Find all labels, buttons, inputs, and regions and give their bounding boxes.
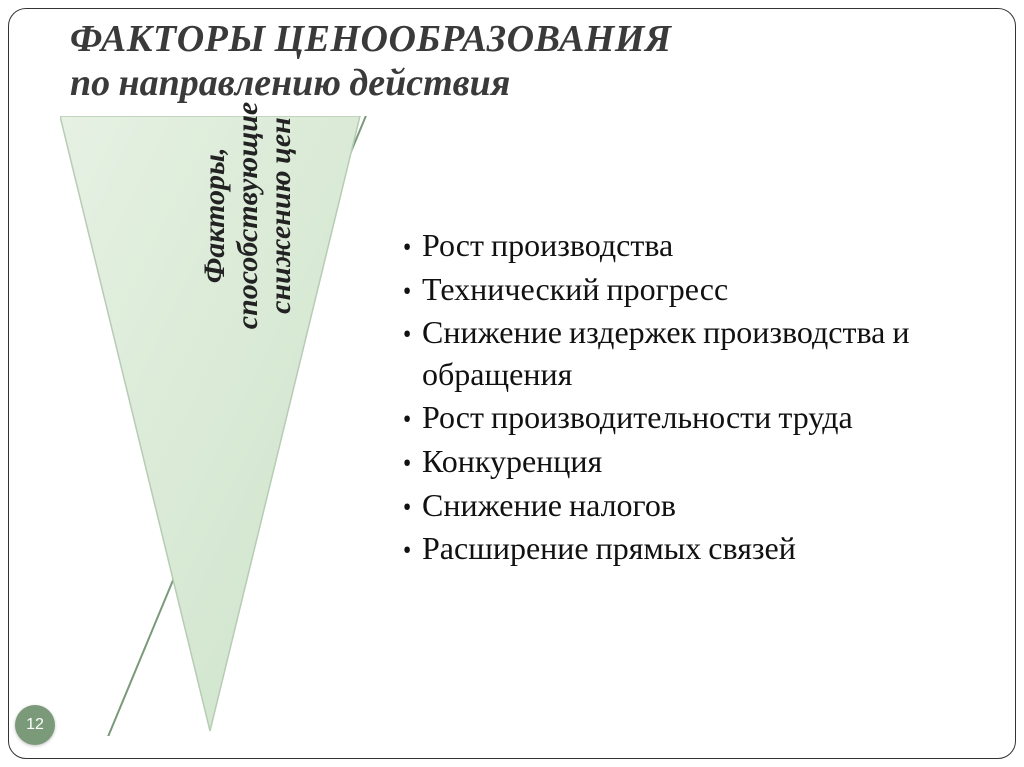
bullet-list: Рост производства Технический прогресс С… — [400, 225, 995, 572]
list-item: Расширение прямых связей — [400, 528, 995, 570]
page-number-badge: 12 — [15, 705, 55, 745]
list-item: Снижение налогов — [400, 485, 995, 527]
triangle-graphic — [60, 116, 380, 736]
list-item: Конкуренция — [400, 441, 995, 483]
page-number: 12 — [26, 716, 44, 734]
list-item: Снижение издержек производства и обращен… — [400, 312, 995, 395]
list-item: Рост производительности труда — [400, 397, 995, 439]
title-line-1: ФАКТОРЫ ЦЕНООБРАЗОВАНИЯ — [70, 18, 950, 62]
slide-title: ФАКТОРЫ ЦЕНООБРАЗОВАНИЯ по направлению д… — [70, 18, 950, 105]
title-line-2: по направлению действия — [70, 62, 950, 106]
list-item: Технический прогресс — [400, 269, 995, 311]
list-item: Рост производства — [400, 225, 995, 267]
